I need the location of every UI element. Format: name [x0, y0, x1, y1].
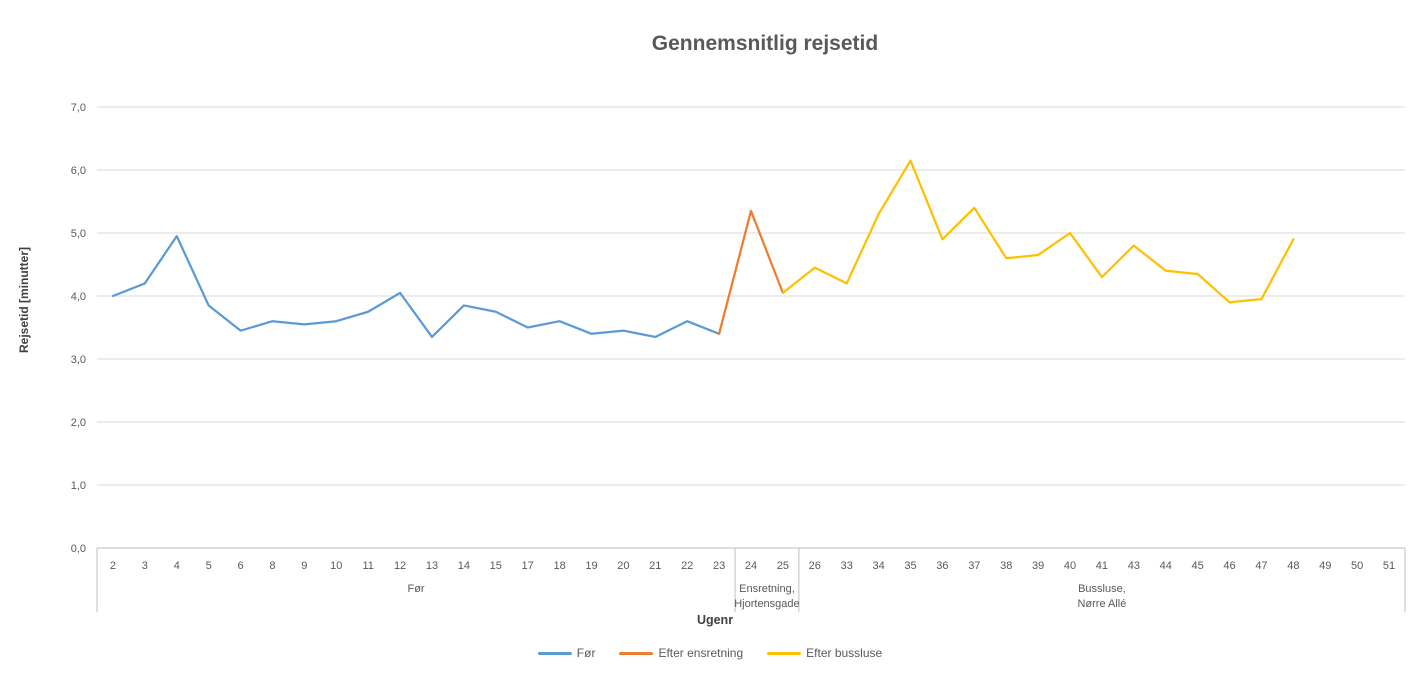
x-tick-label: 38 — [1000, 560, 1012, 572]
x-tick-label: 18 — [553, 560, 565, 572]
legend-swatch — [619, 651, 654, 655]
legend-label: Før — [576, 646, 596, 660]
group-label: Bussluse, — [1078, 583, 1126, 595]
x-tick-label: 45 — [1192, 560, 1204, 572]
x-tick-label: 10 — [330, 560, 342, 572]
x-tick-label: 20 — [617, 560, 629, 572]
x-tick-label: 33 — [841, 560, 853, 572]
x-tick-label: 48 — [1287, 560, 1299, 572]
series-line-før — [111, 235, 721, 339]
legend-item: Efter ensretning — [619, 646, 743, 660]
x-tick-label: 21 — [649, 560, 661, 572]
x-tick-label: 36 — [936, 560, 948, 572]
x-tick-label: 15 — [490, 560, 502, 572]
x-tick-label: 11 — [362, 560, 373, 572]
x-tick-label: 47 — [1255, 560, 1267, 572]
x-tick-label: 37 — [968, 560, 980, 572]
legend-swatch — [537, 651, 572, 655]
x-tick-label: 34 — [872, 560, 884, 572]
group-label: Nørre Allé — [1077, 598, 1126, 610]
x-tick-label: 41 — [1096, 560, 1108, 572]
x-tick-label: 2 — [110, 560, 116, 572]
x-tick-label: 44 — [1160, 560, 1172, 572]
x-tick-label: 39 — [1032, 560, 1044, 572]
series-line-efter-ensretning — [717, 209, 785, 335]
y-tick-label: 7,0 — [71, 102, 86, 114]
x-tick-label: 46 — [1223, 560, 1235, 572]
legend-label: Efter ensretning — [658, 646, 744, 660]
x-tick-label: 6 — [237, 560, 243, 572]
x-tick-label: 23 — [713, 560, 725, 572]
legend-item: Før — [537, 646, 596, 660]
y-tick-label: 3,0 — [71, 354, 86, 366]
x-tick-label: 4 — [174, 560, 180, 572]
x-tick-label: 5 — [206, 560, 212, 572]
y-tick-label: 1,0 — [71, 480, 86, 492]
x-tick-label: 13 — [426, 560, 438, 572]
legend-swatch — [767, 651, 802, 655]
legend-item: Efter bussluse — [767, 646, 882, 660]
series-line-efter-bussluse — [781, 159, 1295, 304]
x-tick-label: 43 — [1128, 560, 1140, 572]
x-tick-label: 22 — [681, 560, 693, 572]
x-tick-label: 9 — [301, 560, 307, 572]
legend-label: Efter bussluse — [806, 646, 883, 660]
y-tick-label: 0,0 — [71, 543, 86, 555]
group-label: Før — [407, 583, 424, 595]
group-label: Ensretning, — [739, 583, 795, 595]
y-tick-label: 4,0 — [71, 291, 86, 303]
y-tick-label: 5,0 — [71, 228, 86, 240]
chart-title: Gennemsnitlig rejsetid — [651, 32, 879, 55]
x-axis-title: Ugenr — [696, 613, 734, 627]
x-tick-label: 3 — [142, 560, 148, 572]
legend: Før Efter ensretning Efter bussluse — [0, 646, 1420, 660]
x-tick-label: 19 — [585, 560, 597, 572]
group-label: Hjortensgade — [734, 598, 799, 610]
x-tick-label: 35 — [904, 560, 916, 572]
x-tick-label: 12 — [394, 560, 406, 572]
x-tick-label: 51 — [1383, 560, 1395, 572]
x-tick-label: 25 — [777, 560, 789, 572]
x-tick-label: 40 — [1064, 560, 1076, 572]
y-tick-label: 2,0 — [71, 417, 86, 429]
x-tick-label: 8 — [269, 560, 275, 572]
x-tick-label: 17 — [522, 560, 534, 572]
x-tick-label: 26 — [809, 560, 821, 572]
x-tick-label: 50 — [1351, 560, 1363, 572]
x-tick-label: 49 — [1319, 560, 1331, 572]
y-tick-label: 6,0 — [71, 165, 86, 177]
x-tick-label: 24 — [745, 560, 757, 572]
x-tick-label: 14 — [458, 560, 470, 572]
